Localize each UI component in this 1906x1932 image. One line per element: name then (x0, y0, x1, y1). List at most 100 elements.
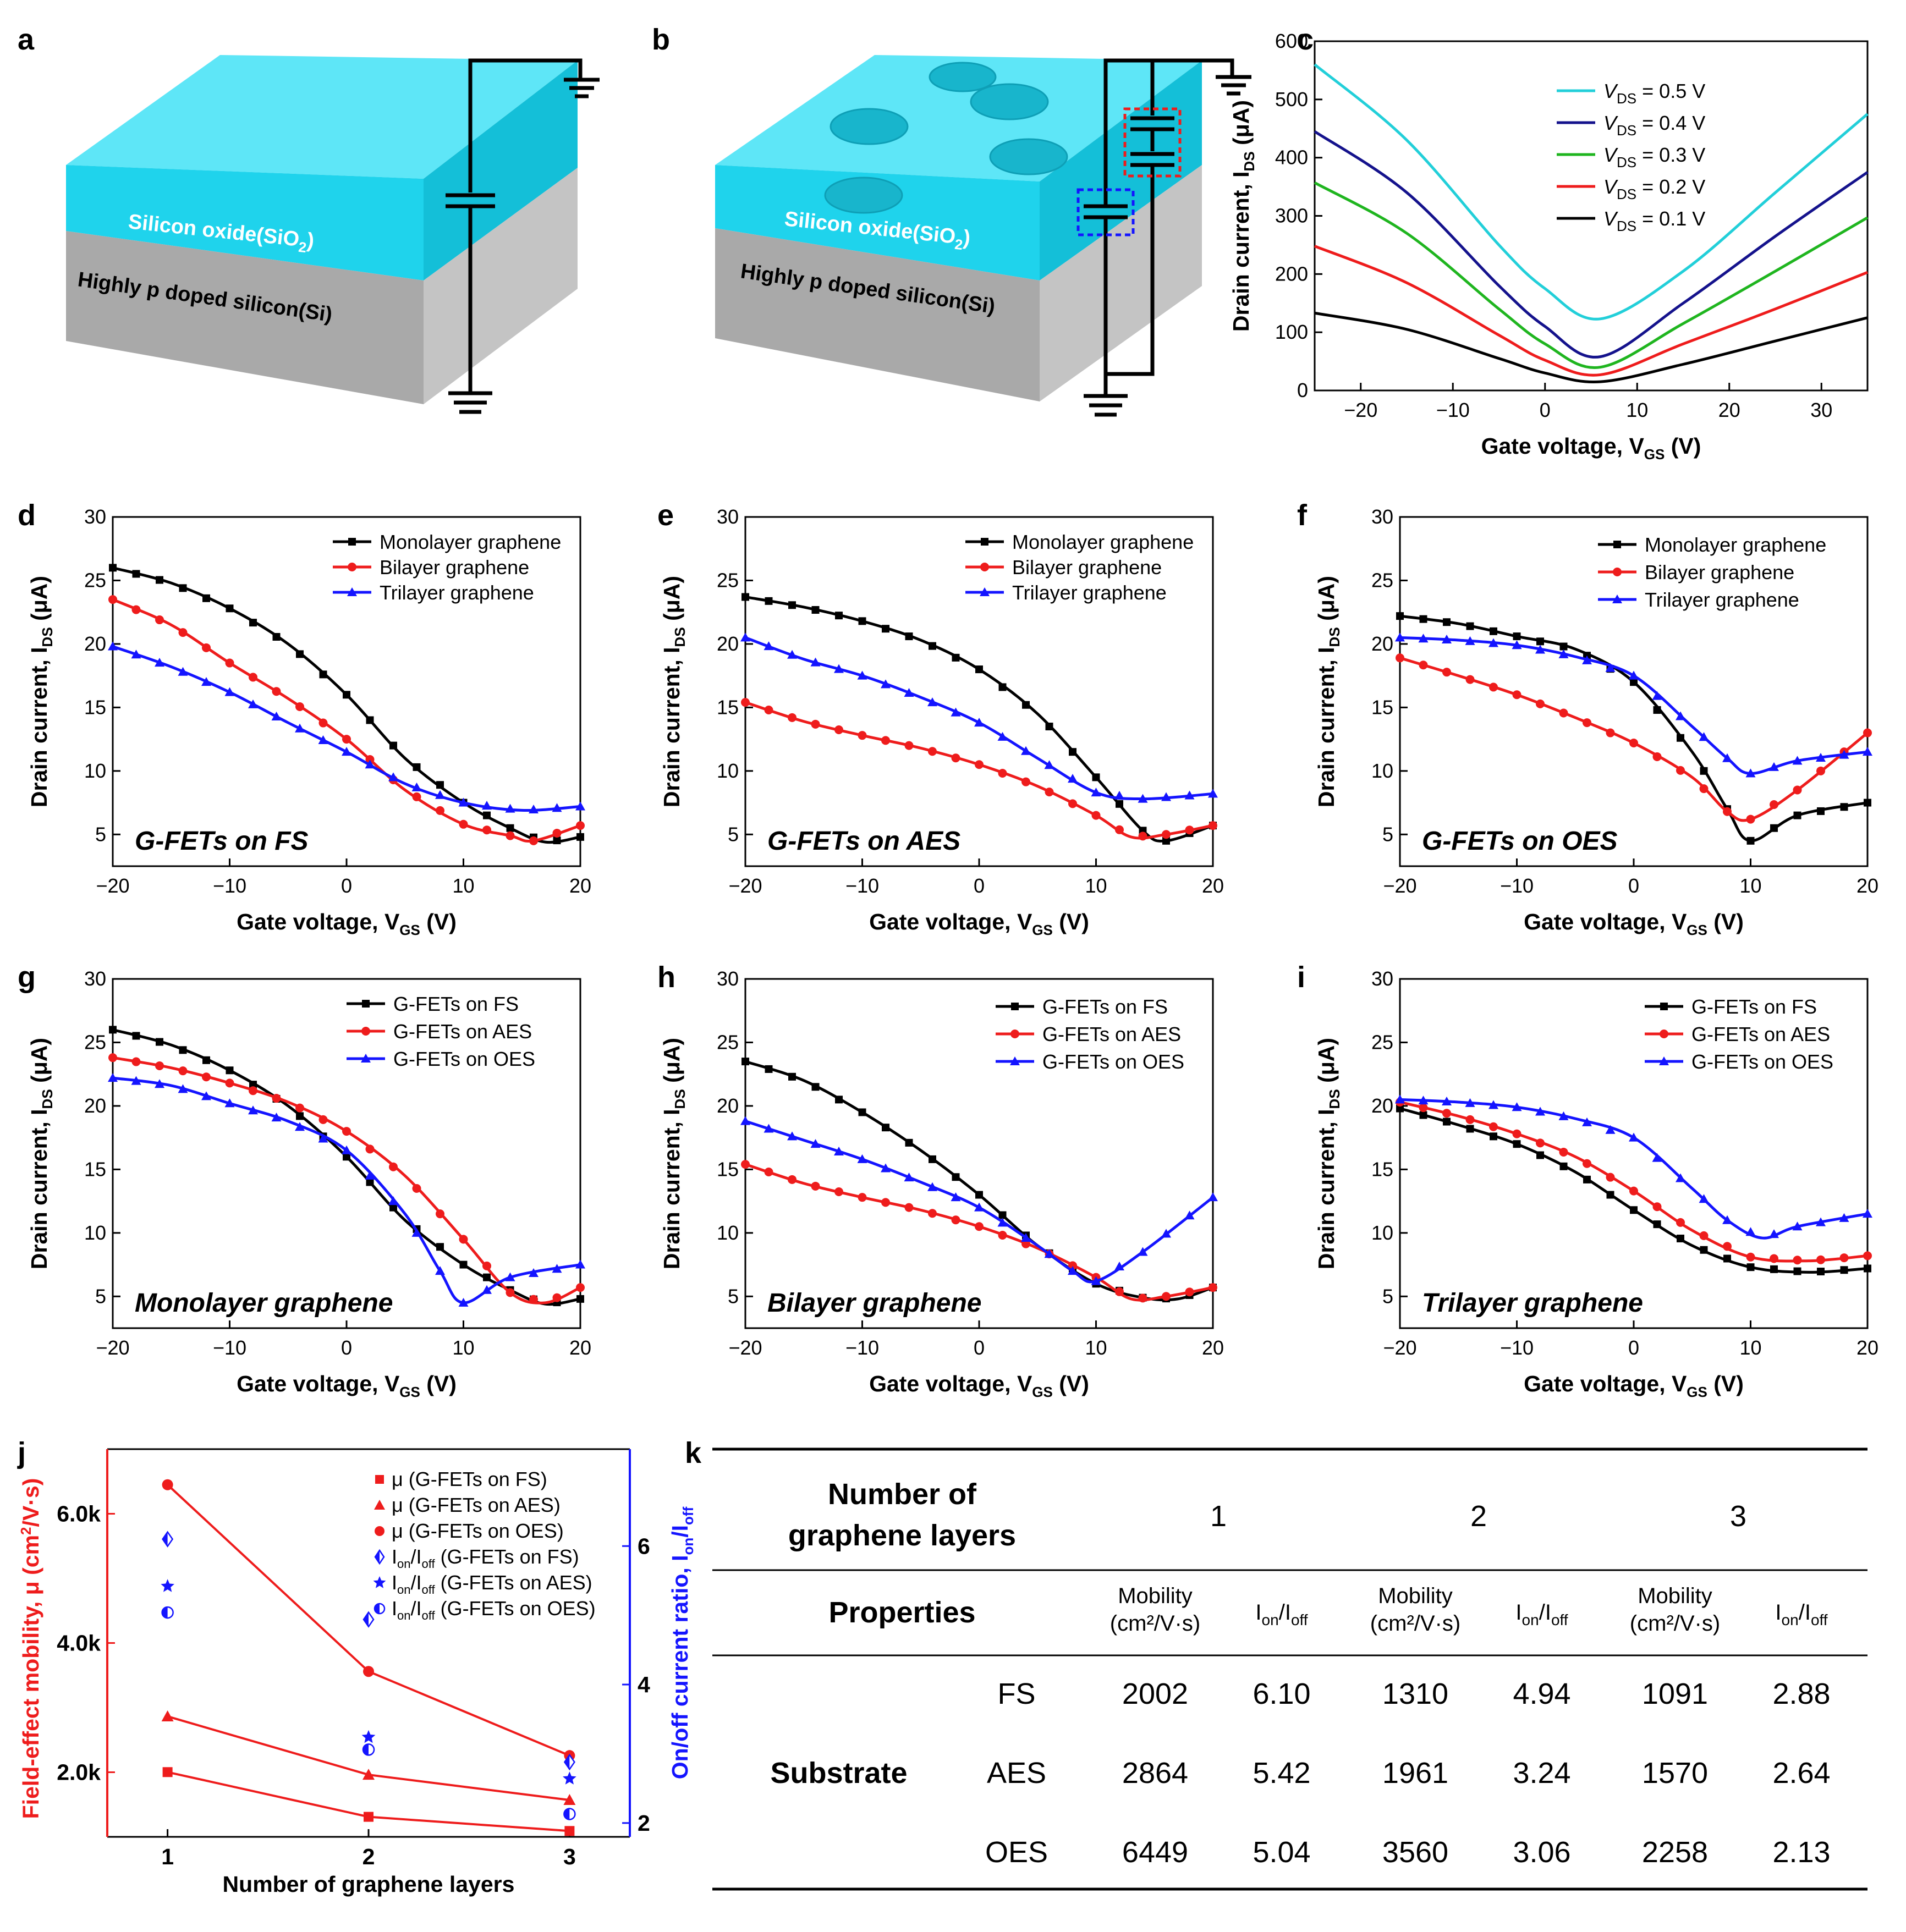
data-point (1396, 1104, 1404, 1113)
half-diamond-fill (375, 1550, 380, 1564)
data-point (905, 632, 913, 641)
x-axis-label-sub: GS (1687, 1384, 1707, 1400)
data-point (1559, 708, 1568, 718)
table-cell: 3.06 (1513, 1836, 1570, 1869)
y-tick-label: 6.0k (57, 1501, 101, 1527)
legend-label: G-FETs on FS (1042, 995, 1168, 1018)
data-point (1652, 1202, 1662, 1212)
data-point (576, 1295, 584, 1303)
y-tick-label: 30 (84, 505, 106, 528)
data-point (810, 1139, 821, 1148)
data-point (904, 1173, 914, 1182)
data-point (435, 1266, 445, 1275)
data-point (1677, 1234, 1684, 1242)
data-point (1512, 690, 1521, 700)
table-layer-2: 2 (1470, 1500, 1487, 1533)
data-point (1722, 1215, 1732, 1224)
data-point (1840, 803, 1848, 811)
data-point (1162, 830, 1171, 839)
data-point (1629, 739, 1638, 748)
data-point (162, 1531, 174, 1548)
y-tick-label: 10 (84, 759, 106, 782)
data-point (788, 1175, 797, 1184)
data-point (1746, 1252, 1755, 1262)
legend-marker (980, 587, 990, 596)
data-point (1465, 1098, 1475, 1107)
x-axis-label-unit: (V) (420, 1371, 457, 1396)
data-point (131, 605, 141, 614)
legend-label: Trilayer graphene (380, 581, 534, 604)
legend-marker (373, 1576, 386, 1588)
legend-marker (1010, 1030, 1019, 1038)
data-point (1558, 1111, 1569, 1120)
data-point (1044, 760, 1054, 769)
data-point (1770, 824, 1778, 832)
data-point (109, 564, 117, 572)
data-point (881, 679, 891, 689)
data-point (226, 1066, 234, 1075)
y2-axis-label: On/off current ratio, Ion/Ioff (667, 1506, 696, 1779)
y-tick-label: 25 (717, 569, 739, 591)
table-cell: 5.42 (1253, 1757, 1310, 1790)
y-axis-label: Drain current, IDS (μA) (1314, 1038, 1343, 1269)
oxide-front-a (66, 165, 424, 280)
data-point (1699, 1231, 1709, 1240)
panel-labels: a b c d e f g h i j k (17, 23, 1314, 1469)
data-point (109, 1026, 117, 1034)
data-point (1770, 1254, 1778, 1263)
y2-axis-label-sub: on (680, 1538, 696, 1555)
legend: μ (G-FETs on FS) μ (G-FETs on AES) μ (G-FE… (373, 1468, 596, 1622)
oxide-side-b (1040, 60, 1202, 280)
legend-label: VDS = 0.4 V (1603, 112, 1705, 139)
x-tick-label: −20 (728, 874, 762, 897)
y-axis-label-unit: (μA) (26, 576, 52, 627)
data-point (249, 619, 257, 627)
data-point (1466, 622, 1474, 630)
legend-label-tail: (G-FETs on OES) (435, 1597, 596, 1620)
chart-j: 1 2 3 2.0k 4.0k 6.0k 2 4 6 Number of graphene lay… (18, 1448, 696, 1897)
legend-marker (1613, 541, 1621, 548)
data-point (764, 1167, 773, 1176)
x-tick-label: −10 (845, 874, 879, 897)
legend-marker (375, 1475, 384, 1484)
y-axis-label-text: Drain current, I (659, 647, 684, 807)
data-point (564, 1826, 575, 1836)
data-point (271, 711, 282, 720)
panel-label-d: d (18, 499, 36, 532)
y-tick-label: 5 (95, 1285, 106, 1307)
data-point (882, 625, 889, 633)
legend-label-value: = 0.2 V (1636, 175, 1705, 198)
data-point (1606, 1173, 1615, 1182)
oxide-top-b (715, 55, 1202, 181)
table-cell: 3.24 (1513, 1757, 1570, 1790)
data-point (436, 1209, 444, 1219)
y-tick-label: 5 (1382, 823, 1393, 845)
data-point (998, 1230, 1007, 1240)
data-point (1209, 821, 1217, 830)
y-axis-label-text: Drain current, I (659, 1109, 684, 1269)
si-side-a (424, 168, 578, 404)
legend-marker (1010, 1056, 1020, 1065)
table-cell: 2.64 (1772, 1757, 1830, 1790)
x-tick-label: 10 (1085, 1336, 1107, 1359)
legend-marker (1613, 568, 1622, 576)
x-tick-label: 0 (1628, 874, 1639, 897)
legend-marker (347, 587, 357, 596)
table-properties-label: Properties (828, 1596, 975, 1629)
data-point (764, 641, 774, 651)
data-point (1418, 1096, 1429, 1105)
data-point (1395, 1094, 1405, 1104)
table-header-title-2: graphene layers (788, 1519, 1016, 1552)
data-point (362, 1769, 375, 1780)
table-body: FS 2002 6.10 1310 4.94 1091 2.88 AES 2864 5.42 196… (985, 1677, 1831, 1869)
data-point (1630, 1206, 1638, 1214)
legend-marker (361, 1054, 371, 1063)
data-point (389, 1203, 397, 1212)
data-point (1489, 1122, 1498, 1131)
data-point (201, 1091, 211, 1100)
data-point (563, 1771, 576, 1785)
y-tick-label: 600 (1275, 30, 1308, 52)
data-point (552, 1293, 562, 1302)
data-point (974, 718, 984, 727)
y2-axis-label-sub: off (680, 1506, 696, 1525)
